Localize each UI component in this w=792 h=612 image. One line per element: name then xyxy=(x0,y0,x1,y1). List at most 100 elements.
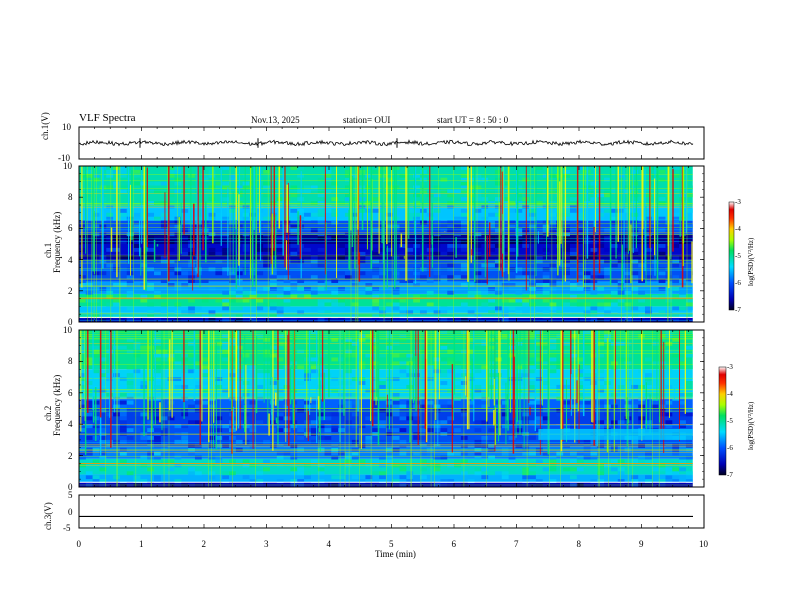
cell xyxy=(167,232,175,237)
cell xyxy=(188,353,195,358)
cell xyxy=(570,404,577,409)
cell xyxy=(208,286,216,291)
colorbar-2-tick: -3 xyxy=(727,363,733,371)
cell xyxy=(454,189,461,194)
cell xyxy=(269,306,277,311)
cell xyxy=(522,357,530,362)
cell xyxy=(317,212,325,217)
cell xyxy=(160,310,168,315)
cell xyxy=(549,451,557,456)
cell xyxy=(242,185,250,190)
cell xyxy=(269,216,277,221)
cell xyxy=(222,439,230,444)
cell xyxy=(597,420,605,425)
cell xyxy=(147,475,155,480)
cell xyxy=(604,193,611,198)
cell xyxy=(549,337,557,342)
cell xyxy=(310,263,318,268)
cell xyxy=(338,381,345,385)
cell xyxy=(283,279,291,283)
cell xyxy=(440,224,448,229)
cell xyxy=(338,286,345,291)
cell xyxy=(324,310,332,315)
cell xyxy=(617,357,625,362)
cell xyxy=(570,373,577,378)
cell xyxy=(297,424,305,429)
cell xyxy=(276,310,284,315)
cell xyxy=(106,173,114,178)
cell xyxy=(358,290,366,295)
cell xyxy=(488,310,495,315)
cell xyxy=(440,420,448,425)
colorbar-2-tick: -7 xyxy=(727,471,733,479)
cell xyxy=(685,475,693,480)
cell xyxy=(651,392,659,397)
cell xyxy=(447,189,455,194)
cell xyxy=(317,435,325,440)
cell xyxy=(113,420,120,425)
cell xyxy=(665,424,673,429)
cell xyxy=(133,479,141,484)
cell xyxy=(535,283,543,287)
cell xyxy=(631,169,639,174)
cell xyxy=(481,302,489,307)
cell xyxy=(331,212,339,217)
cell xyxy=(269,193,277,198)
cell xyxy=(604,294,611,299)
cell xyxy=(188,333,195,338)
cell xyxy=(283,286,291,291)
cell xyxy=(440,279,448,283)
cell xyxy=(119,420,127,425)
cell xyxy=(460,216,468,221)
cell xyxy=(79,349,86,354)
cell xyxy=(85,416,93,421)
cell xyxy=(235,420,243,425)
cell xyxy=(167,353,175,358)
cell xyxy=(474,369,482,374)
cell xyxy=(679,455,686,460)
cell xyxy=(645,228,652,233)
cell xyxy=(276,181,284,186)
cell xyxy=(535,404,543,409)
cell xyxy=(324,373,332,378)
cell xyxy=(508,224,516,229)
cell xyxy=(433,463,441,468)
cell xyxy=(317,247,325,252)
cell xyxy=(672,475,680,480)
cell xyxy=(358,443,366,448)
cell xyxy=(631,369,639,374)
cell xyxy=(604,318,611,322)
cell xyxy=(324,185,332,190)
cell xyxy=(515,439,523,444)
cell xyxy=(447,357,455,362)
cell xyxy=(119,259,127,264)
cell xyxy=(269,294,277,299)
cell xyxy=(235,306,243,311)
cell xyxy=(488,224,495,229)
cell xyxy=(392,392,400,397)
cell xyxy=(154,439,161,444)
cell xyxy=(119,255,127,260)
cell xyxy=(440,314,448,319)
cell xyxy=(645,247,652,252)
cell xyxy=(92,271,100,276)
cell xyxy=(372,275,380,280)
cell xyxy=(201,357,209,362)
cell xyxy=(481,467,489,472)
cell xyxy=(433,388,441,393)
cell xyxy=(133,216,141,221)
cell xyxy=(304,428,311,433)
cell xyxy=(126,396,134,401)
cell xyxy=(679,424,686,429)
cell xyxy=(208,212,216,217)
cell xyxy=(160,302,168,307)
cell xyxy=(474,439,482,444)
cell xyxy=(317,463,325,468)
cell xyxy=(454,259,461,264)
cell xyxy=(242,173,250,178)
cell xyxy=(181,384,189,389)
cell xyxy=(358,337,366,342)
cell xyxy=(174,463,182,468)
cell xyxy=(208,216,216,221)
cell xyxy=(679,290,686,295)
